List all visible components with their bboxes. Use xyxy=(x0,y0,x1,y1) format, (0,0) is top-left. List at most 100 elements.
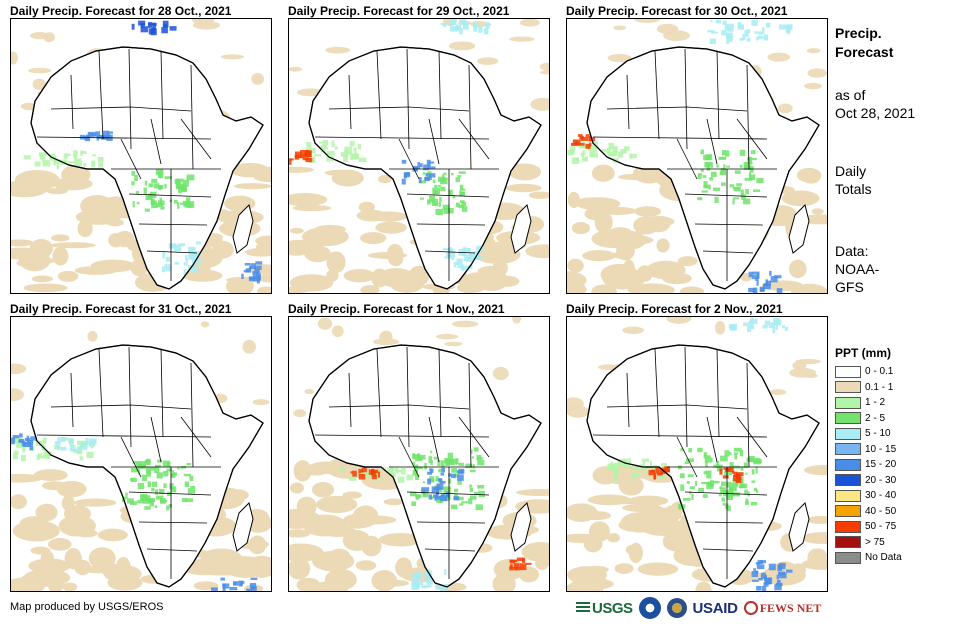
precip-cell xyxy=(779,24,787,30)
precip-cell xyxy=(186,174,195,181)
dry-patch xyxy=(614,563,634,574)
precip-cell xyxy=(19,433,23,438)
dry-patch xyxy=(792,361,807,370)
precip-cell xyxy=(576,157,579,162)
precip-cell xyxy=(344,146,353,153)
precip-cell xyxy=(736,472,744,477)
dry-patch xyxy=(293,409,307,418)
precip-cell xyxy=(460,264,465,267)
precip-cell xyxy=(726,165,730,168)
country-border xyxy=(592,136,768,140)
precip-cell xyxy=(334,146,338,150)
dry-patch xyxy=(289,193,328,207)
precip-cell xyxy=(509,564,513,569)
precip-cell xyxy=(300,150,308,157)
dry-patch xyxy=(255,241,271,252)
precip-cell xyxy=(229,586,238,591)
legend-label: 1 - 2 xyxy=(865,397,886,409)
precip-cell xyxy=(729,23,734,28)
coastline xyxy=(586,46,820,290)
precip-cell xyxy=(360,469,363,473)
precip-cell xyxy=(469,487,473,493)
precip-cell xyxy=(431,479,435,482)
precip-cell xyxy=(581,156,589,162)
fews-net-logo: FEWS NET xyxy=(743,601,821,616)
dry-patch xyxy=(47,538,72,551)
as-of-date: Oct 28, 2021 xyxy=(835,105,916,121)
precip-cell xyxy=(678,465,682,470)
precip-cell xyxy=(455,496,464,501)
precip-cell xyxy=(700,149,705,155)
dry-patch xyxy=(199,568,247,576)
precip-cell xyxy=(358,143,362,150)
precip-cell xyxy=(746,29,751,34)
precip-cell xyxy=(422,481,426,484)
legend-swatch xyxy=(835,505,861,518)
side-title-block: Precip. Forecast xyxy=(835,24,893,62)
precip-cell xyxy=(700,168,704,172)
precip-cell xyxy=(718,494,722,497)
precip-cell xyxy=(722,475,729,479)
precip-cell xyxy=(458,462,464,466)
precip-cell xyxy=(742,33,746,41)
precip-cell xyxy=(642,458,650,462)
precip-cell xyxy=(241,273,244,279)
precip-cell xyxy=(744,501,749,505)
precip-cell xyxy=(11,437,16,445)
precip-cell xyxy=(751,19,758,26)
dry-patch xyxy=(679,286,704,293)
precip-cell xyxy=(744,177,753,181)
precip-cell xyxy=(697,173,702,179)
precip-cell xyxy=(103,130,110,138)
precip-cell xyxy=(720,182,726,186)
precip-cell xyxy=(137,499,145,504)
precip-cell xyxy=(163,483,167,488)
precip-cell xyxy=(131,171,136,176)
precip-cell xyxy=(758,31,763,35)
dry-patch xyxy=(656,238,670,253)
precip-cell xyxy=(322,140,328,146)
precip-cell xyxy=(473,21,478,28)
precip-cell xyxy=(782,325,786,329)
precip-cell xyxy=(417,162,421,169)
madagascar-landmass xyxy=(788,204,810,254)
precip-cell xyxy=(729,324,738,330)
precip-cell xyxy=(401,178,406,185)
precip-cell xyxy=(308,148,316,154)
country-border xyxy=(50,106,192,112)
precip-map-4 xyxy=(10,316,272,592)
precip-cell xyxy=(412,454,420,458)
legend-row: 5 - 10 xyxy=(835,426,963,442)
precip-cell xyxy=(154,23,157,27)
dry-patch xyxy=(539,62,549,71)
precip-cell xyxy=(450,504,458,510)
fews-globe-icon xyxy=(743,601,758,615)
precip-cell xyxy=(340,151,348,157)
precip-cell xyxy=(703,184,711,189)
precip-cell xyxy=(388,467,394,473)
precip-cell xyxy=(151,487,155,492)
precip-cell xyxy=(76,446,81,454)
precip-cell xyxy=(289,158,294,161)
precip-cell xyxy=(154,466,160,474)
precip-cell xyxy=(74,158,82,162)
precip-cell xyxy=(462,23,469,30)
precip-cell xyxy=(727,467,734,472)
country-border xyxy=(328,404,470,410)
precip-cell xyxy=(686,481,690,484)
precip-cell xyxy=(441,174,445,178)
precip-cell xyxy=(447,208,454,214)
precip-cell xyxy=(773,319,782,326)
dry-patch xyxy=(367,252,408,259)
precip-cell xyxy=(75,151,78,155)
dry-patch xyxy=(380,579,410,587)
dry-patch xyxy=(617,173,650,181)
precip-cell xyxy=(522,558,526,563)
precip-cell xyxy=(165,267,172,272)
precip-cell xyxy=(444,569,447,575)
dry-patch xyxy=(801,532,827,544)
precip-cell xyxy=(67,161,76,164)
precip-cell xyxy=(697,197,703,201)
precip-cell xyxy=(661,462,668,468)
precip-cell xyxy=(424,176,432,180)
